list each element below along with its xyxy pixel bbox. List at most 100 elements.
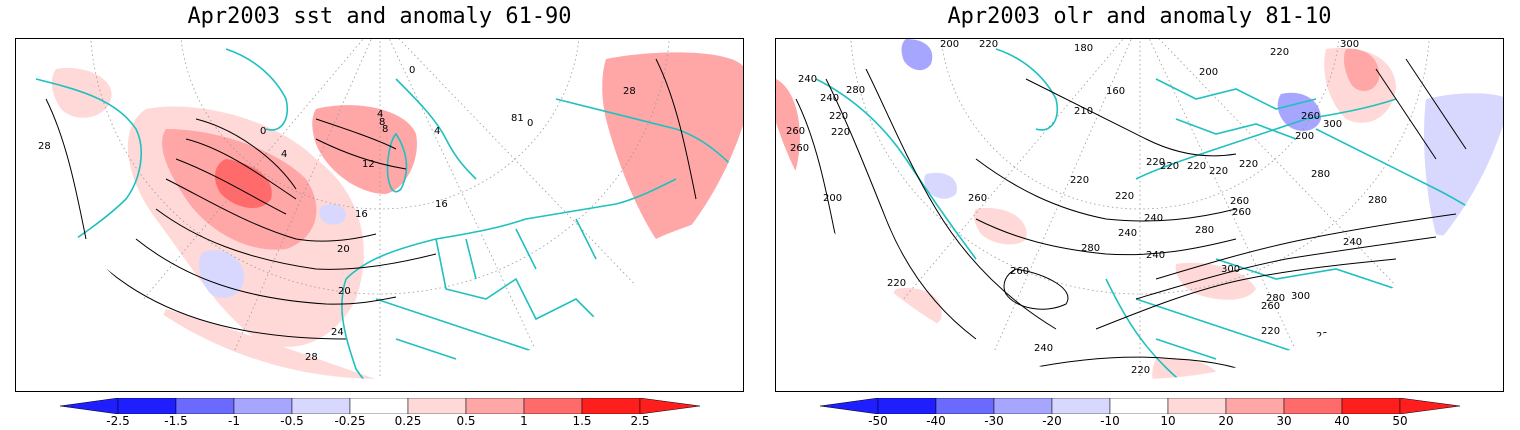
contour-label: 280 (1081, 243, 1100, 254)
contour-label: 260 (1232, 207, 1251, 218)
colorbar-left-tick: 0.5 (456, 414, 476, 428)
contour-label: 260 (790, 143, 809, 154)
contour-label: 220 (1261, 326, 1280, 337)
contour-label: 260 (968, 193, 987, 204)
olr-anomaly-neg-1 (901, 39, 933, 71)
coast-namerica (815, 78, 977, 260)
contour-label: 280 (1368, 195, 1387, 206)
contour-label: 220 (1070, 175, 1089, 186)
colorbar-right-tick: 30 (1276, 414, 1292, 428)
contour-label: 240 (1160, 380, 1179, 391)
contour-label: 16 (355, 209, 368, 220)
colorbar-left (60, 398, 700, 414)
panel-title-right: Apr2003 olr and anomaly 81-10 (947, 4, 1332, 29)
sst-anomaly-pos-5 (602, 52, 743, 239)
borders-north (1155, 78, 1317, 140)
contour-label: 220 (1316, 331, 1335, 342)
contour-label: 300 (1323, 119, 1342, 130)
contour-label: 200 (823, 193, 842, 204)
contour-label: 240 (1144, 213, 1163, 224)
contour-label: 4 (377, 109, 383, 120)
coast-africa (1105, 278, 1197, 379)
contour-label: 220 (1209, 166, 1228, 177)
map-left-svg: 0 4 8 12 16 20 24 28 4 8 0 4 28 28 16 20… (16, 39, 743, 379)
contour-label: 16 (435, 199, 448, 210)
contour-label: 220 (1018, 376, 1037, 387)
olr-anomaly-pos-6 (1152, 357, 1221, 379)
contour-label: 180 (1074, 43, 1093, 54)
contour-label: 240 (798, 74, 817, 85)
contour-label: 260 (1301, 111, 1320, 122)
coast-namerica (35, 78, 142, 260)
contour-label: 220 (829, 111, 848, 122)
colorbar-right-tick: -40 (926, 414, 946, 428)
sst-anomaly-neg-2 (319, 204, 346, 225)
colorbar-left-tick: 2.5 (630, 414, 650, 428)
coast-europe (1135, 98, 1397, 180)
contour-label: 240 (1118, 228, 1137, 239)
coast-britain (386, 132, 408, 193)
contour-label: 28 (623, 86, 636, 97)
contour-label: 12 (362, 159, 375, 170)
borders-africa (375, 298, 557, 379)
colorbar-right-tick: -10 (1100, 414, 1120, 428)
coast-scandinavia (395, 78, 477, 180)
colorbar-right-tick: -30 (984, 414, 1004, 428)
colorbar-left-tick: -0.5 (280, 414, 304, 428)
colorbar-left-tick: -1.5 (164, 414, 188, 428)
colorbar-right-tick: 20 (1218, 414, 1234, 428)
borders-south (1135, 258, 1397, 379)
contour-label: 160 (1106, 86, 1125, 97)
contour-label: 4 (434, 126, 440, 137)
contour-label: 28 (38, 141, 51, 152)
contour-label: 24 (331, 327, 344, 338)
sst-anomaly-pos-3 (214, 159, 272, 209)
colorbar-right-tick: 50 (1392, 414, 1408, 428)
colorbar-left-tick: -1 (228, 414, 240, 428)
contour-label: 220 (887, 278, 906, 289)
colorbar-left-tick: -0.25 (334, 414, 366, 428)
contour-label: 8 (382, 124, 388, 135)
colorbar-right-tick: 40 (1334, 414, 1350, 428)
contour-label: 240 (1146, 250, 1165, 261)
coast-africa (341, 278, 382, 379)
contour-label: 280 (1311, 169, 1330, 180)
coast-asia (555, 98, 743, 180)
contour-label: 0 (409, 65, 415, 76)
contour-label: 220 (1160, 161, 1179, 172)
contour-label: 210 (1074, 106, 1093, 117)
colorbar-right (820, 398, 1460, 414)
sst-anomaly-neg-1 (199, 250, 245, 298)
olr-anomaly-pos-4 (1175, 262, 1256, 300)
contour-label: 0 (260, 126, 266, 137)
contour-label: 300 (1291, 291, 1310, 302)
coast-europe (345, 178, 677, 280)
contour-label: 300 (1340, 39, 1359, 50)
borders-europe (435, 218, 617, 340)
contour-label: 200 (796, 215, 815, 226)
olr-anomaly-neg-4 (924, 172, 957, 199)
contour-label: 240 (1343, 237, 1362, 248)
colorbar-left-tick: 1 (520, 414, 528, 428)
contour-label: 220 (1115, 191, 1134, 202)
contour-label: 200 (1199, 67, 1218, 78)
map-right: 200 220 180 160 200 210 220 200 240 280 … (775, 38, 1504, 392)
contour-label: 20 (338, 286, 351, 297)
colorbar-right-tick: -50 (868, 414, 888, 428)
map-left: 0 4 8 12 16 20 24 28 4 8 0 4 28 28 16 20… (15, 38, 744, 392)
colorbar-right-tick: 10 (1160, 414, 1176, 428)
olr-anomaly-neg-3 (1424, 93, 1503, 236)
contour-label: 240 (820, 93, 839, 104)
contour-label: 220 (1187, 161, 1206, 172)
contour-label: 220 (831, 127, 850, 138)
contour-label: 220 (1239, 159, 1258, 170)
contour-label: 220 (1270, 47, 1289, 58)
coast-greenland (995, 48, 1058, 131)
contour-label: 81 (511, 113, 524, 124)
olr-anomaly-pos-3 (1343, 48, 1380, 91)
contour-label: 300 (1221, 264, 1240, 275)
contour-label: 20 (337, 244, 350, 255)
contour-label: 260 (786, 126, 805, 137)
colorbar-left-tick: -2.5 (106, 414, 130, 428)
contour-label: 260 (1261, 301, 1280, 312)
